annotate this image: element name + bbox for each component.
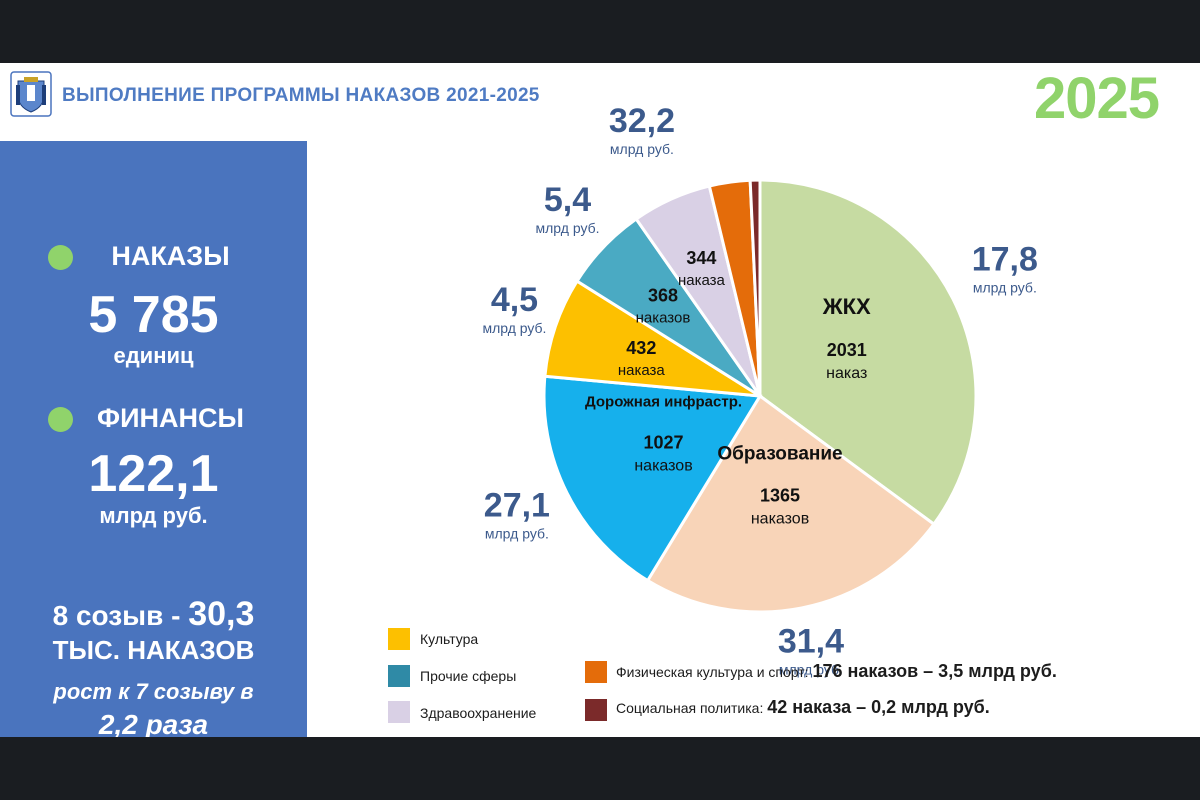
orders-heading: НАКАЗЫ: [111, 241, 230, 271]
funding-value-other: 5,4: [544, 181, 591, 219]
pie-slice-zhkh: [758, 178, 978, 527]
legend-sport: Физическая культура и спорт: 176 наказов…: [616, 661, 1057, 682]
orders-value: 5 785: [88, 286, 219, 344]
legend-sport-label: Физическая культура и спорт:: [616, 664, 809, 680]
pie-slice-culture: [543, 279, 761, 398]
funding-value-health: 32,2: [609, 102, 675, 140]
pie-slice-social: [748, 178, 762, 397]
slice-title-education: Образование: [717, 444, 842, 465]
slice-count-culture: 432: [626, 338, 656, 358]
year-label: 2025: [1034, 66, 1160, 131]
orders-unit: единиц: [113, 343, 194, 368]
legend-social-value: 42 наказа – 0,2 млрд руб.: [767, 697, 990, 717]
funding-value-zhkh: 17,8: [972, 240, 1038, 278]
legend-swatch-health: [388, 701, 410, 723]
slice-unit-other: наказов: [636, 310, 691, 327]
slice-count-other: 368: [648, 286, 678, 306]
slice-unit-health: наказа: [678, 272, 726, 289]
summary-panel: НАКАЗЫ 5 785 единиц ФИНАНСЫ 122,1 млрд р…: [0, 141, 307, 737]
coat-of-arms-icon: [10, 71, 52, 117]
slice-count-health: 344: [686, 248, 716, 268]
legend-label-health: Здравоохранение: [420, 705, 537, 721]
legend-label-other: Прочие сферы: [420, 668, 517, 684]
funding-value-culture: 4,5: [491, 281, 538, 319]
funding-value-education: 31,4: [778, 623, 844, 661]
legend-social: Социальная политика: 42 наказа – 0,2 млр…: [616, 697, 990, 718]
legend-swatch-culture: [388, 628, 410, 650]
convocation-unit: ТЫС. НАКАЗОВ: [52, 635, 255, 665]
slice-title-roads: Дорожная инфрастр.: [585, 394, 742, 411]
finance-heading: ФИНАНСЫ: [97, 403, 244, 433]
slice-count-zhkh: 2031: [827, 340, 867, 360]
slice-count-education: 1365: [760, 486, 800, 506]
funding-unit-education: млрд руб.: [779, 662, 843, 678]
bullet-dot-icon: [48, 245, 73, 270]
slice-unit-zhkh: наказ: [826, 365, 867, 382]
legend-swatch-sport: [585, 661, 607, 683]
growth-value: 2,2 раза: [98, 709, 209, 737]
slice-unit-culture: наказа: [618, 362, 666, 379]
legend-swatch-other: [388, 665, 410, 687]
finance-value: 122,1: [88, 445, 219, 503]
convocation-value: 30,3: [188, 595, 255, 633]
convocation-label: 8 созыв -: [52, 600, 189, 631]
finance-unit: млрд руб.: [99, 503, 208, 528]
funding-unit-zhkh: млрд руб.: [973, 279, 1037, 295]
slice-unit-education: наказов: [751, 511, 809, 528]
slice-count-roads: 1027: [644, 433, 684, 453]
funding-unit-roads: млрд руб.: [485, 525, 549, 541]
slice-title-zhkh: ЖКХ: [822, 294, 871, 319]
legend-swatch-social: [585, 699, 607, 721]
funding-unit-health: млрд руб.: [610, 141, 674, 157]
pie-slice-education: [645, 393, 936, 614]
slice-unit-roads: наказов: [634, 458, 692, 475]
funding-unit-other: млрд руб.: [536, 220, 600, 236]
page-title: ВЫПОЛНЕНИЕ ПРОГРАММЫ НАКАЗОВ 2021-2025: [62, 85, 540, 106]
pie-slice-roads: [542, 374, 763, 583]
convocation-line: 8 созыв - 30,3: [0, 595, 307, 634]
funding-value-roads: 27,1: [484, 486, 550, 524]
bullet-dot-icon: [48, 407, 73, 432]
legend-social-label: Социальная политика:: [616, 700, 764, 716]
legend-sport-value: 176 наказов – 3,5 млрд руб.: [812, 661, 1057, 681]
funding-unit-culture: млрд руб.: [482, 320, 546, 336]
legend-label-culture: Культура: [420, 631, 479, 647]
slide: ВЫПОЛНЕНИЕ ПРОГРАММЫ НАКАЗОВ 2021-2025 2…: [0, 63, 1200, 737]
growth-line: рост к 7 созыву в: [53, 679, 254, 704]
